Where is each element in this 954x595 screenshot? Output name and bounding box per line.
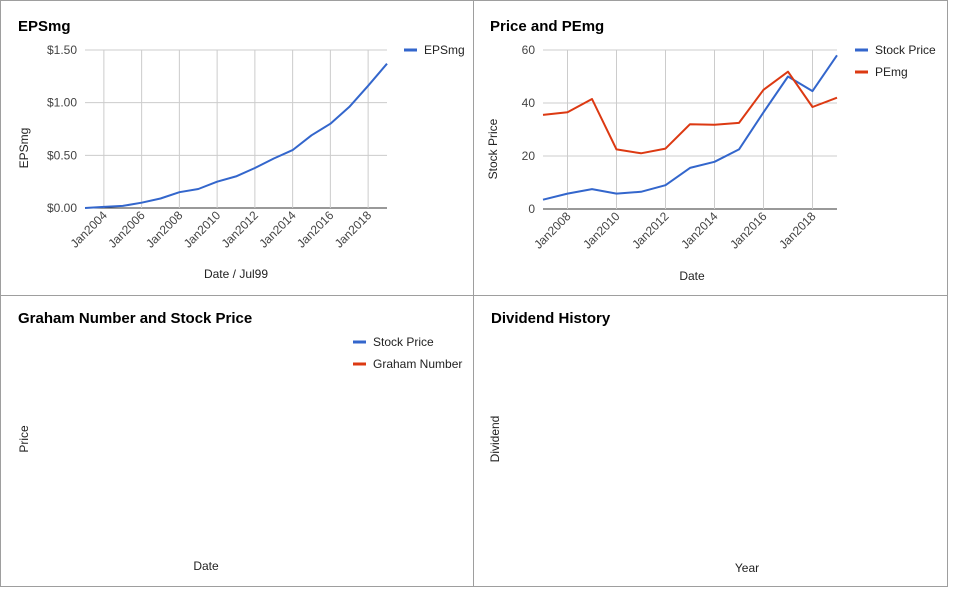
chart-title: Dividend History	[491, 310, 611, 327]
graham-number-chart-panel: Graham Number and Stock Price 020406080 …	[0, 295, 474, 587]
y-axis-label: Price	[17, 425, 31, 453]
price-pemg-chart-panel: Price and PEmg 0 20 40 60 Jan2008 Jan2010 Jan…	[473, 0, 948, 296]
x-tick-label: Jan2008	[143, 208, 186, 251]
x-tick-label: Jan2018	[332, 208, 375, 251]
x-axis-label: Date	[679, 269, 705, 283]
legend-label: Graham Number	[373, 357, 462, 371]
graham-number-chart: Graham Number and Stock Price 020406080 …	[17, 310, 462, 573]
chart-title: Price and PEmg	[490, 18, 604, 35]
epsmg-chart-panel: EPSmg $0.00 $0.50 $1.00 $1.50 Jan2004 Jan200…	[0, 0, 474, 296]
x-tick-label: Jan2018	[776, 209, 819, 252]
y-tick-label: 40	[522, 96, 536, 110]
series-line-0	[542, 54, 838, 201]
x-tick-label: Jan2010	[580, 209, 623, 252]
x-axis-label: Year	[735, 561, 759, 575]
x-axis-label: Date / Jul99	[204, 267, 268, 281]
legend-label: Stock Price	[373, 335, 434, 349]
x-tick-label: Jan2014	[678, 209, 721, 252]
y-tick-label: $1.00	[47, 96, 77, 110]
x-tick-label: Jan2014	[256, 208, 299, 251]
x-tick-label: Jan2008	[531, 209, 574, 252]
x-tick-label: Jan2012	[219, 208, 262, 251]
chart-title: EPSmg	[18, 18, 71, 35]
y-axis-label: EPSmg	[17, 128, 31, 169]
y-tick-label: $0.50	[47, 148, 77, 162]
y-tick-label: 0	[528, 202, 535, 216]
legend-label: Stock Price	[875, 43, 936, 57]
dividend-history-chart-panel: Dividend History -$1.00-$0.50$0.00$0.50$…	[473, 295, 948, 587]
y-tick-label: $1.50	[47, 43, 77, 57]
chart-title: Graham Number and Stock Price	[18, 310, 252, 327]
x-tick-label: Jan2016	[294, 208, 337, 251]
y-tick-label: 20	[522, 149, 536, 163]
epsmg-chart: EPSmg $0.00$0.50$1.00$1.50 Jan2004Jan200…	[17, 18, 465, 281]
y-axis-label: Stock Price	[486, 118, 500, 179]
series-line-1	[542, 70, 838, 155]
x-tick-label: Jan2012	[629, 209, 672, 252]
legend-label: PEmg	[875, 65, 908, 79]
y-axis-label: Dividend	[488, 416, 502, 463]
dividend-history-chart: Dividend History -$1.00-$0.50$0.00$0.50$…	[488, 310, 759, 575]
y-tick-label: 60	[522, 43, 536, 57]
x-tick-label: Jan2016	[727, 209, 770, 252]
x-tick-label: Jan2006	[105, 208, 148, 251]
legend-label: EPSmg	[424, 43, 465, 57]
y-tick-label: $0.00	[47, 201, 77, 215]
x-axis-label: Date	[193, 559, 219, 573]
x-tick-label: Jan2010	[181, 208, 224, 251]
series-line-0	[84, 63, 388, 209]
